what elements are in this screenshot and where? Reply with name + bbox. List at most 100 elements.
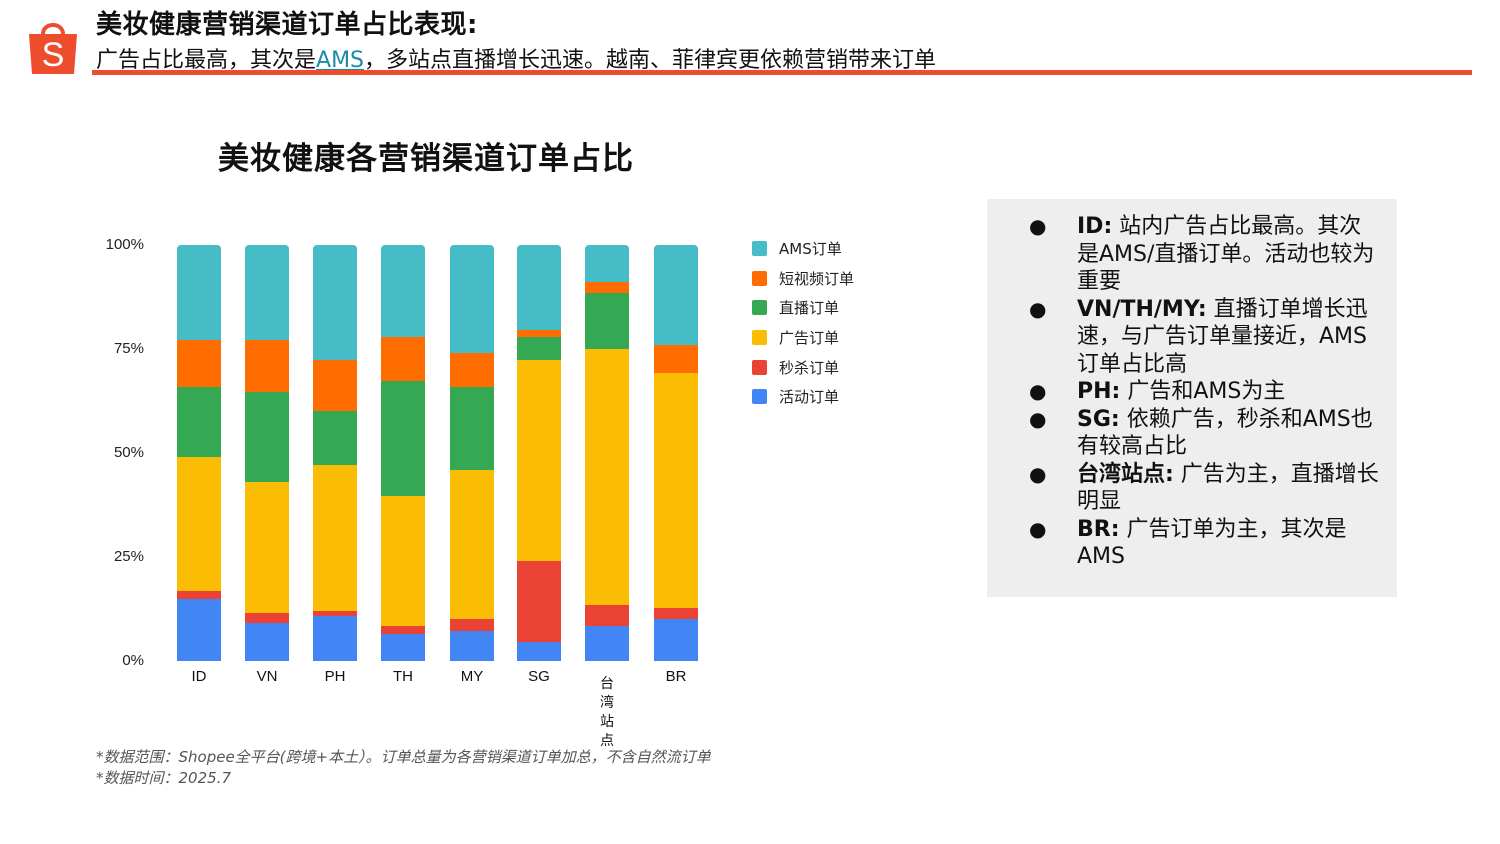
bar-segment[interactable]: [517, 359, 561, 562]
legend-item[interactable]: 秒杀订单: [752, 352, 854, 382]
bar-segment[interactable]: [245, 481, 289, 614]
legend-item[interactable]: 短视频订单: [752, 264, 854, 294]
legend-swatch-icon: [752, 300, 767, 316]
bar-segment[interactable]: [585, 292, 629, 350]
legend-item[interactable]: AMS订单: [752, 234, 854, 264]
stacked-bar[interactable]: [517, 245, 561, 661]
stacked-bar[interactable]: [381, 245, 425, 661]
insight-item: ● VN/TH/MY: 直播订单增长迅速，与广告订单量接近，AMS订单占比高: [987, 296, 1397, 379]
stacked-bar[interactable]: [245, 245, 289, 661]
bar-segment[interactable]: [517, 561, 561, 642]
insight-item: ● BR: 广告订单为主，其次是AMS: [987, 516, 1397, 571]
legend-item[interactable]: 活动订单: [752, 382, 854, 412]
bar-segment[interactable]: [177, 591, 221, 600]
legend-swatch-icon: [752, 270, 767, 286]
bar-segment[interactable]: [177, 386, 221, 458]
x-tick-label: SG: [528, 668, 550, 685]
stacked-bar[interactable]: [585, 245, 629, 661]
bar-segment[interactable]: [381, 495, 425, 627]
bar-segment[interactable]: [654, 618, 698, 661]
bar-segment[interactable]: [245, 392, 289, 482]
insight-key: VN/TH/MY:: [1077, 296, 1207, 322]
insight-text: 广告为主，直播增长明显: [1077, 461, 1379, 515]
legend-item[interactable]: 广告订单: [752, 323, 854, 353]
stacked-bar[interactable]: [313, 245, 357, 661]
insights-list: ● ID: 站内广告占比最高。其次是AMS/直播订单。活动也较为重要 ● VN/TH/…: [987, 199, 1397, 571]
bar-segment[interactable]: [585, 282, 629, 293]
insight-key: PH:: [1077, 379, 1121, 404]
bar-segment[interactable]: [381, 336, 425, 382]
bar-segment[interactable]: [517, 329, 561, 337]
legend-label: 秒杀订单: [779, 358, 840, 377]
x-tick-label: PH: [324, 668, 346, 685]
bar-segment[interactable]: [177, 339, 221, 387]
bar-segment[interactable]: [654, 373, 698, 609]
y-tick-label: 75%: [113, 340, 144, 357]
legend-swatch-icon: [752, 389, 767, 405]
bar-segment[interactable]: [450, 470, 494, 619]
bar-segment[interactable]: [585, 604, 629, 627]
y-tick-label: 50%: [113, 444, 144, 461]
bar-segment[interactable]: [381, 245, 425, 337]
bar-segment[interactable]: [450, 245, 494, 354]
bar-segment[interactable]: [654, 344, 698, 374]
bar-segment[interactable]: [245, 339, 289, 393]
y-tick-label: 0%: [122, 652, 144, 669]
bar-segment[interactable]: [654, 245, 698, 345]
x-tick-label: TH: [393, 668, 413, 685]
bar-segment[interactable]: [381, 626, 425, 634]
bar-segment[interactable]: [177, 599, 221, 661]
legend-swatch-icon: [752, 330, 767, 346]
bar-segment[interactable]: [654, 608, 698, 619]
footnote-time: *数据时间：2025.7: [96, 769, 231, 787]
insight-item: ● PH: 广告和AMS为主: [987, 378, 1397, 406]
insight-text: 依赖广告，秒杀和AMS也有较高占比: [1077, 406, 1373, 460]
legend-label: AMS订单: [779, 240, 842, 259]
bar-segment[interactable]: [585, 626, 629, 661]
x-tick-label: MY: [460, 668, 484, 685]
y-tick-label: 100%: [105, 236, 144, 253]
ams-link[interactable]: AMS: [316, 48, 365, 73]
svg-text:S: S: [42, 36, 65, 74]
bullet-icon: ●: [1029, 516, 1047, 541]
legend-label: 广告订单: [779, 329, 840, 348]
bar-segment[interactable]: [450, 619, 494, 632]
bar-segment[interactable]: [313, 611, 357, 617]
subtitle-text-post: ，多站点直播增长迅速。越南、菲律宾更依赖营销带来订单: [364, 48, 937, 73]
insight-text: 站内广告占比最高。其次是AMS/直播订单。活动也较为重要: [1077, 214, 1375, 294]
bar-segment[interactable]: [313, 465, 357, 612]
bar-segment[interactable]: [381, 633, 425, 661]
bar-segment[interactable]: [313, 245, 357, 360]
bar-segment[interactable]: [177, 457, 221, 592]
bar-segment[interactable]: [313, 411, 357, 466]
bar-segment[interactable]: [245, 623, 289, 661]
bar-segment[interactable]: [177, 245, 221, 340]
bar-segment[interactable]: [450, 353, 494, 387]
stacked-bar[interactable]: [177, 245, 221, 661]
bar-segment[interactable]: [585, 349, 629, 605]
stacked-bar[interactable]: [654, 245, 698, 661]
shopee-bag-icon: S: [26, 16, 80, 76]
bullet-icon: ●: [1029, 379, 1047, 403]
bar-segment[interactable]: [313, 359, 357, 411]
bar-segment[interactable]: [517, 336, 561, 360]
bar-segment[interactable]: [517, 641, 561, 661]
legend-item[interactable]: 直播订单: [752, 293, 854, 323]
bullet-icon: ●: [1029, 296, 1047, 321]
legend-label: 活动订单: [779, 388, 840, 407]
bar-segment[interactable]: [517, 245, 561, 330]
chart-legend: AMS订单短视频订单 直播订单广告订单秒杀订单活动订单: [752, 234, 854, 412]
insights-panel: ● ID: 站内广告占比最高。其次是AMS/直播订单。活动也较为重要 ● VN/TH/…: [987, 199, 1397, 597]
bar-segment[interactable]: [381, 381, 425, 496]
bar-segment[interactable]: [585, 245, 629, 283]
bar-segment[interactable]: [245, 245, 289, 340]
bar-segment[interactable]: [245, 613, 289, 624]
bullet-icon: ●: [1029, 214, 1047, 238]
bar-segment[interactable]: [313, 616, 357, 661]
x-tick-label: VN: [256, 668, 278, 685]
insight-text: 广告和AMS为主: [1120, 379, 1286, 404]
insight-key: 台湾站点:: [1077, 461, 1174, 487]
stacked-bar[interactable]: [450, 245, 494, 661]
bar-segment[interactable]: [450, 631, 494, 661]
bar-segment[interactable]: [450, 386, 494, 471]
